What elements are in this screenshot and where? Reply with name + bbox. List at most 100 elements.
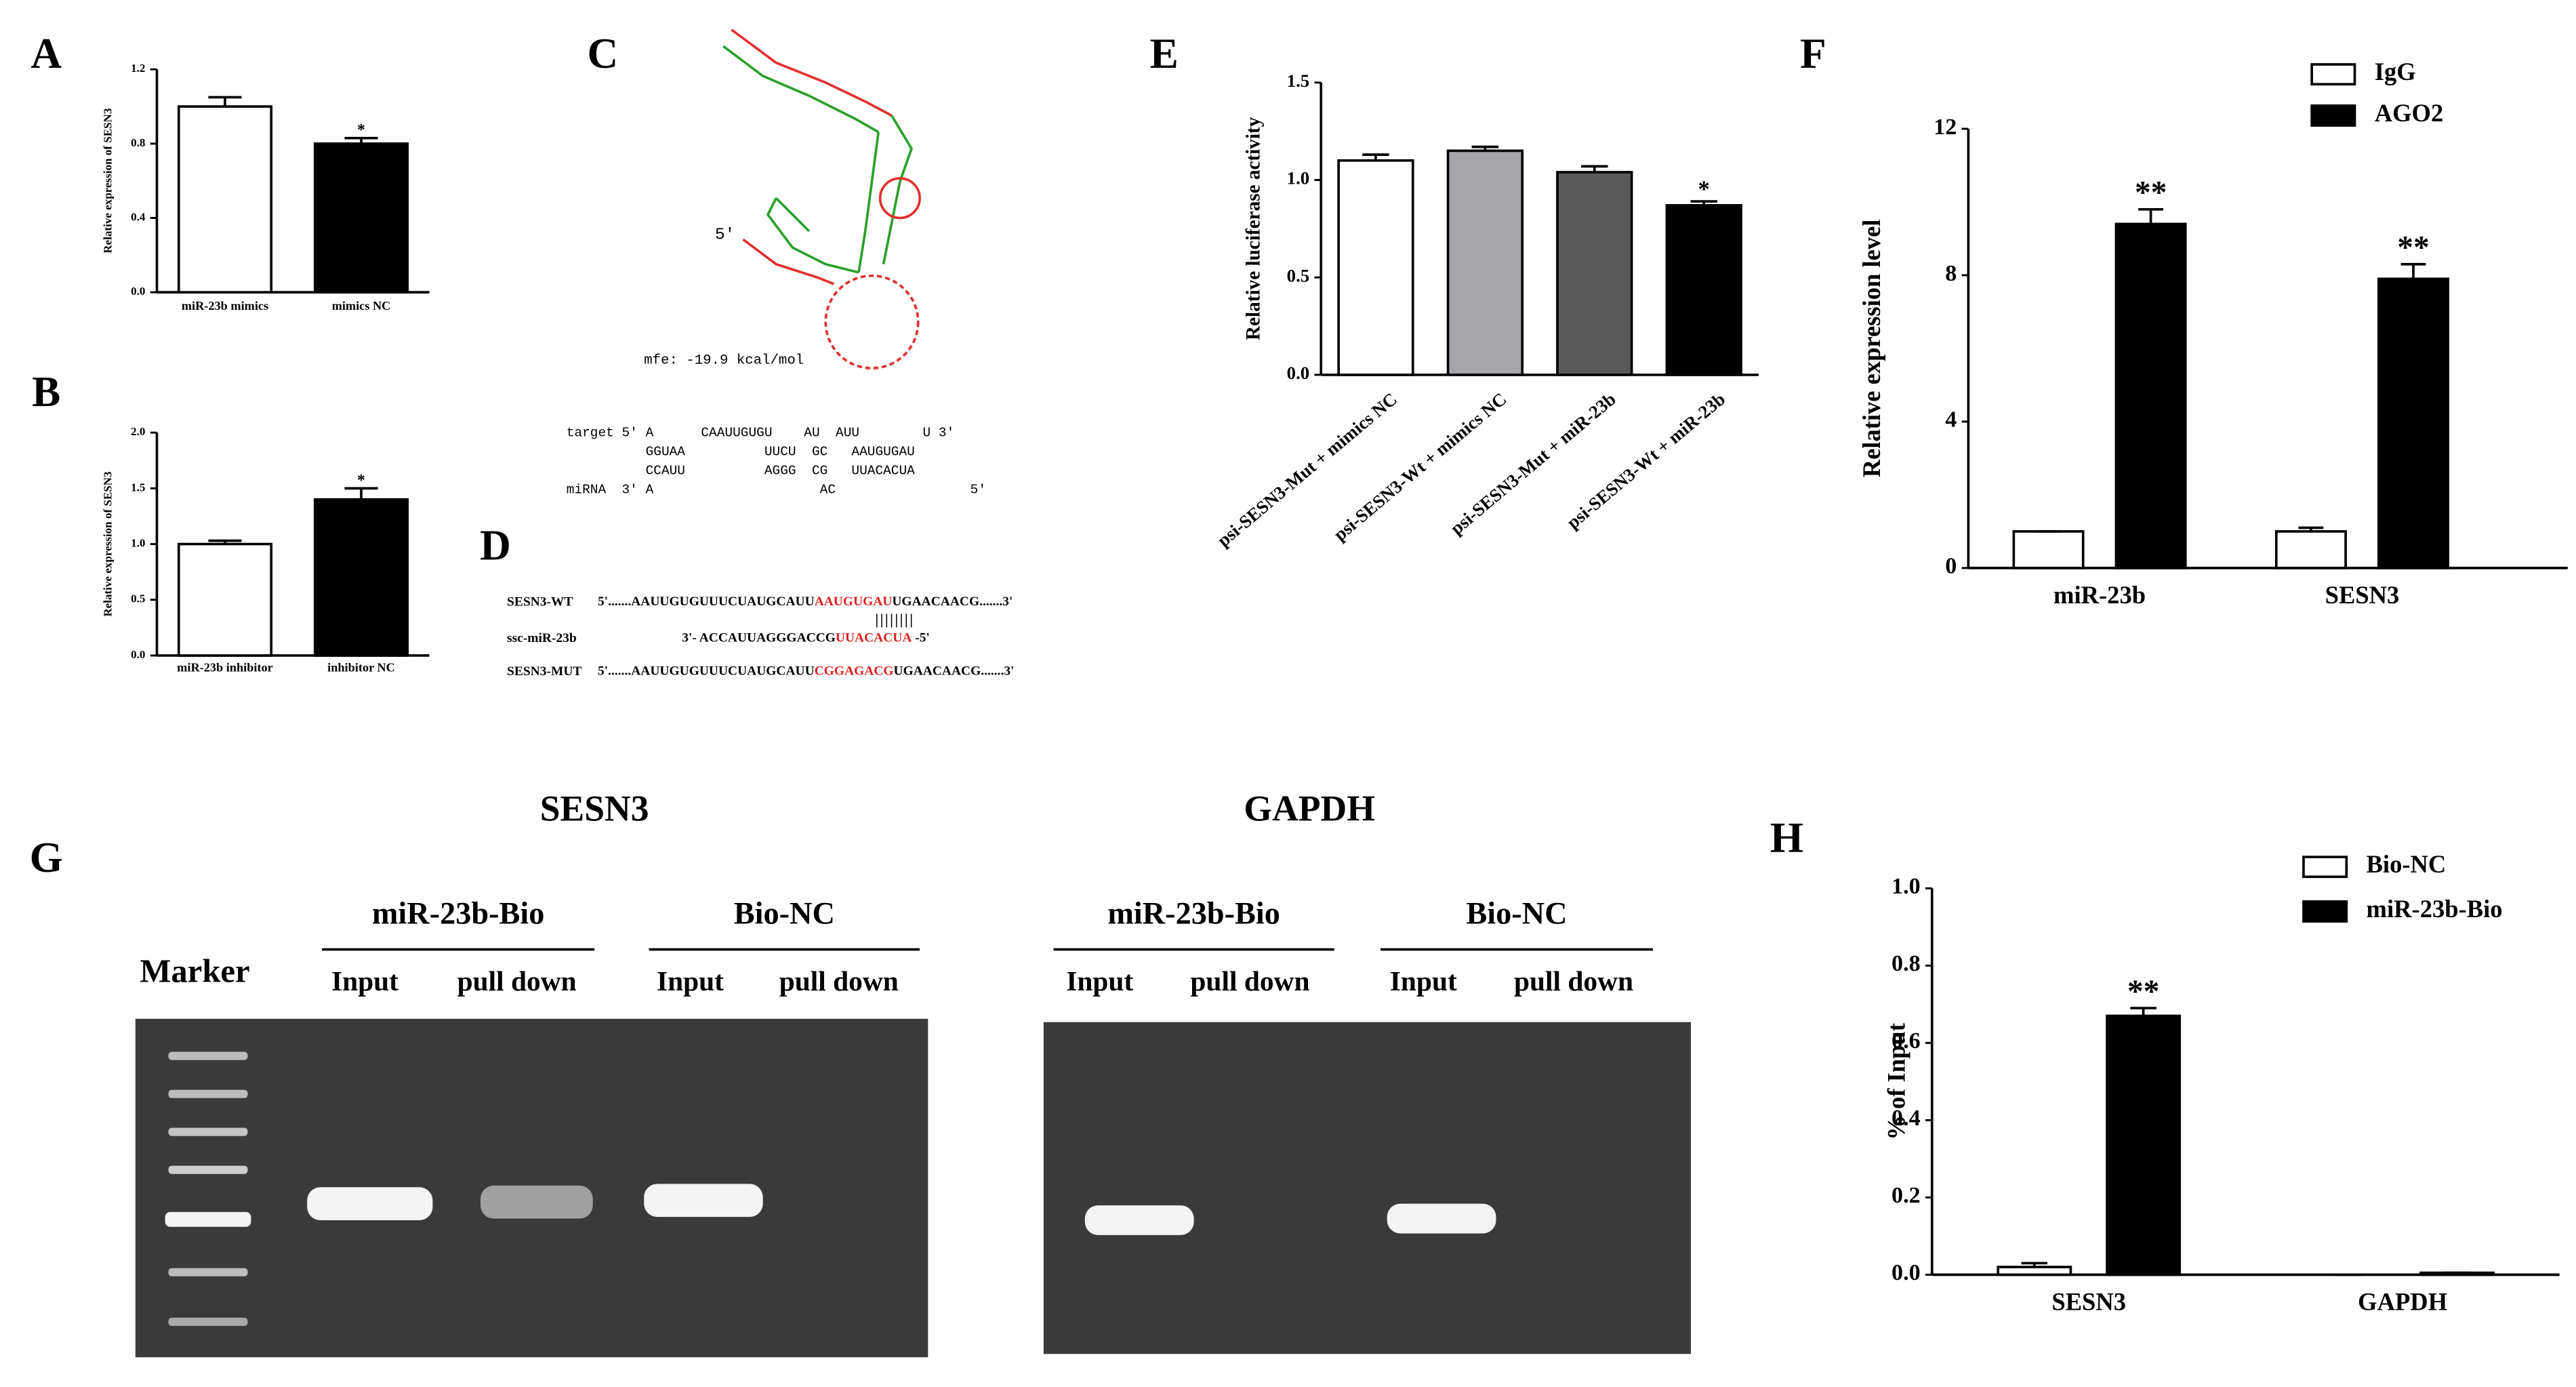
y-tick-label: 0.2 — [1892, 1183, 1921, 1208]
y-tick-label: 8 — [1945, 261, 1957, 286]
bar — [1337, 159, 1414, 376]
bar — [1446, 149, 1524, 376]
bar — [2274, 530, 2347, 569]
y-tick-label: 12 — [1934, 115, 1957, 140]
panel-label: F — [1800, 30, 1826, 77]
legend-label: IgG — [2375, 58, 2416, 85]
sequence-part: UGAACAACG.......3' — [894, 664, 1015, 679]
y-tick-label: 0.4 — [131, 210, 146, 223]
alignment-line: miRNA 3' A AC 5' — [567, 482, 986, 497]
sequence-part: 3'- ACCAUUAGGGACCG — [682, 631, 836, 645]
sequence-part: CGGAGACG — [815, 664, 894, 679]
chart: B Relative expression of SESN3 0.0 0.5 1.0 1.… — [32, 368, 430, 675]
bar — [177, 542, 273, 657]
y-tick-label: 2.0 — [131, 425, 145, 438]
alignment-line: GGUAA UUCU GC AAUGUGAU — [567, 444, 915, 459]
x-tick-label: miR-23b inhibitor — [177, 661, 273, 675]
x-tick-label: GAPDH — [2358, 1288, 2447, 1316]
lane-label: pull down — [779, 965, 899, 997]
bar — [2377, 277, 2449, 569]
y-tick-label: 1.0 — [1892, 874, 1921, 899]
alignment-line: CCAUU AGGG CG UUACACUA — [567, 463, 915, 478]
bar — [2106, 1014, 2182, 1277]
sequence-part: 5'.......AAUUGUGUUUCUAUGCAUU — [598, 664, 815, 679]
y-tick-label: 1.5 — [1287, 71, 1309, 91]
lane-label: Input — [331, 965, 398, 997]
significance: * — [357, 472, 365, 489]
y-axis-label: Relative expression level — [1858, 220, 1885, 478]
sequence-part: UGAACAACG.......3' — [892, 595, 1013, 609]
pairing: |||||||| — [875, 611, 914, 628]
sequence-part: -5' — [912, 631, 930, 645]
x-tick-label: miR-23b mimics — [182, 299, 268, 313]
y-tick-label: 0.0 — [1287, 363, 1309, 383]
sequence-name: SESN3-WT — [507, 595, 573, 609]
x-tick-label: SESN3 — [2325, 581, 2400, 609]
y-tick-label: 4 — [1945, 407, 1957, 433]
bar — [313, 142, 409, 294]
y-tick-label: 1.2 — [131, 62, 145, 75]
rna-structure — [722, 28, 921, 369]
sequence-name: SESN3-MUT — [507, 664, 581, 679]
bar — [2012, 530, 2085, 569]
lane-label: Input — [1066, 965, 1133, 997]
legend-label: AGO2 — [2375, 99, 2444, 127]
lane-label: pull down — [457, 965, 577, 997]
significance: ** — [2135, 176, 2167, 211]
gel-image — [1043, 1022, 1692, 1354]
marker-label: Marker — [140, 952, 249, 989]
sequence: 5'.......AAUUGUGUUUCUAUGCAUUAAUGUGAUUGAA… — [598, 595, 1013, 609]
significance: ** — [2397, 230, 2430, 266]
lane-label: Input — [1390, 965, 1457, 997]
sequence: 5'.......AAUUGUGUUUCUAUGCAUUCGGAGACGUGAA… — [598, 664, 1014, 679]
chart: A Relative expression of SESN3 0.0 0.4 0.8 1.… — [30, 30, 430, 313]
alignment-line: target 5' A CAAUUGUGU AU AUU U 3' — [567, 425, 955, 440]
legend-label: miR-23b-Bio — [2367, 895, 2503, 923]
y-axis-label: % of Input — [1882, 1023, 1910, 1140]
lane-label: Input — [657, 965, 724, 997]
legend-swatch — [2302, 900, 2348, 923]
panel-label: A — [30, 30, 62, 77]
legend-swatch — [2310, 63, 2356, 86]
x-tick-label: inhibitor NC — [327, 661, 395, 675]
y-tick-label: 0.5 — [131, 592, 145, 605]
sequence-part: 5'.......AAUUGUGUUUCUAUGCAUU — [598, 595, 815, 609]
sequence-name: ssc-miR-23b — [507, 631, 577, 645]
bar — [1665, 204, 1742, 376]
y-tick-label: 0.8 — [1892, 951, 1921, 976]
y-tick-label: 0.6 — [1892, 1028, 1921, 1053]
lane-label: pull down — [1514, 965, 1633, 997]
y-tick-label: 0 — [1945, 554, 1957, 579]
y-tick-label: 0.0 — [1892, 1260, 1921, 1285]
bar — [2114, 222, 2187, 569]
y-tick-label: 0.4 — [1892, 1106, 1921, 1131]
legend-label: Bio-NC — [2367, 850, 2447, 878]
y-tick-label: 0.5 — [1287, 265, 1309, 285]
y-tick-label: 1.5 — [131, 481, 145, 494]
y-axis-label: Relative expression of SESN3 — [102, 108, 115, 254]
bar — [1997, 1266, 2072, 1277]
significance: ** — [2127, 974, 2160, 1009]
five-prime: 5' — [715, 226, 735, 244]
x-tick-label: SESN3 — [2051, 1288, 2126, 1316]
y-tick-label: 0.0 — [131, 648, 145, 661]
mfe-label: mfe: -19.9 kcal/mol — [644, 353, 804, 368]
chart: H % of Input 0.0 0.2 0.4 0.6 0.8 1.0 SESN3 ** GAPD… — [1770, 814, 2560, 1316]
gel-panel: G Marker SESN3 miR-23b-Bio Input pull down Bio… — [30, 788, 1653, 997]
group-label: Bio-NC — [1466, 896, 1567, 931]
sequence-part: UUACACUA — [836, 631, 912, 645]
y-axis-label: Relative expression of SESN3 — [102, 471, 115, 616]
legend-swatch — [2310, 104, 2356, 127]
legend-swatch — [2302, 856, 2348, 879]
group-label: Bio-NC — [734, 896, 835, 931]
y-axis-label: Relative luciferase activity — [1242, 117, 1264, 340]
bar — [1556, 171, 1633, 376]
y-tick-label: 0.8 — [131, 136, 145, 149]
gel-bands — [165, 1051, 1496, 1326]
y-tick-label: 1.0 — [131, 536, 145, 549]
panel-label: C — [587, 30, 618, 77]
sequence-part: AAUGUGAU — [815, 595, 893, 609]
bar — [313, 498, 409, 657]
